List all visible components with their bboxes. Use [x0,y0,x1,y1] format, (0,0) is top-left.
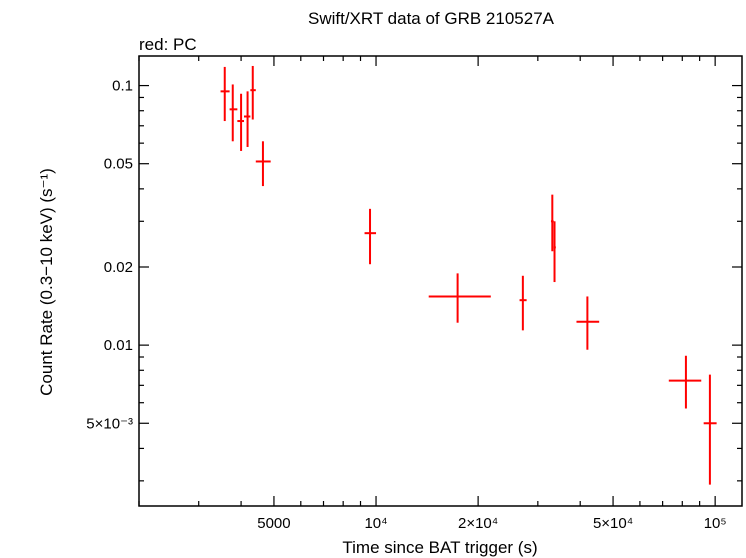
data-point [364,208,377,265]
data-series-pc [220,65,717,485]
data-point [220,66,230,122]
plot-frame [138,55,743,507]
y-axis-label: Count Rate (0.3−10 keV) (s⁻¹) [37,168,56,396]
data-point [668,355,702,409]
chart-subtitle: red: PC [139,35,197,54]
x-tick-label: 5000 [257,515,290,532]
x-axis: 5000 10⁴ 2×10⁴ 5×10⁴ 10⁵ [138,56,727,532]
data-point [550,194,554,252]
y-tick-label: 0.05 [104,156,133,173]
y-tick-label: 0.02 [104,259,133,276]
data-point [250,65,256,120]
data-point [237,93,245,151]
x-tick-label: 10⁵ [704,515,727,532]
data-point [229,84,238,142]
data-point [428,273,491,323]
data-point [576,296,600,350]
x-tick-label: 2×10⁴ [458,515,498,532]
data-point [244,91,251,147]
data-point [703,374,717,485]
chart-title: Swift/XRT data of GRB 210527A [308,9,555,28]
y-tick-label: 0.1 [112,78,133,95]
data-point [255,141,271,187]
y-axis: 0.1 0.05 0.02 0.01 5×10⁻³ [86,78,742,482]
y-tick-label: 5×10⁻³ [86,415,133,432]
x-tick-label: 10⁴ [364,515,387,532]
x-tick-label: 5×10⁴ [593,515,633,532]
data-point [553,221,556,283]
x-axis-label: Time since BAT trigger (s) [342,538,537,557]
data-point [519,275,527,331]
y-tick-label: 0.01 [104,337,133,354]
